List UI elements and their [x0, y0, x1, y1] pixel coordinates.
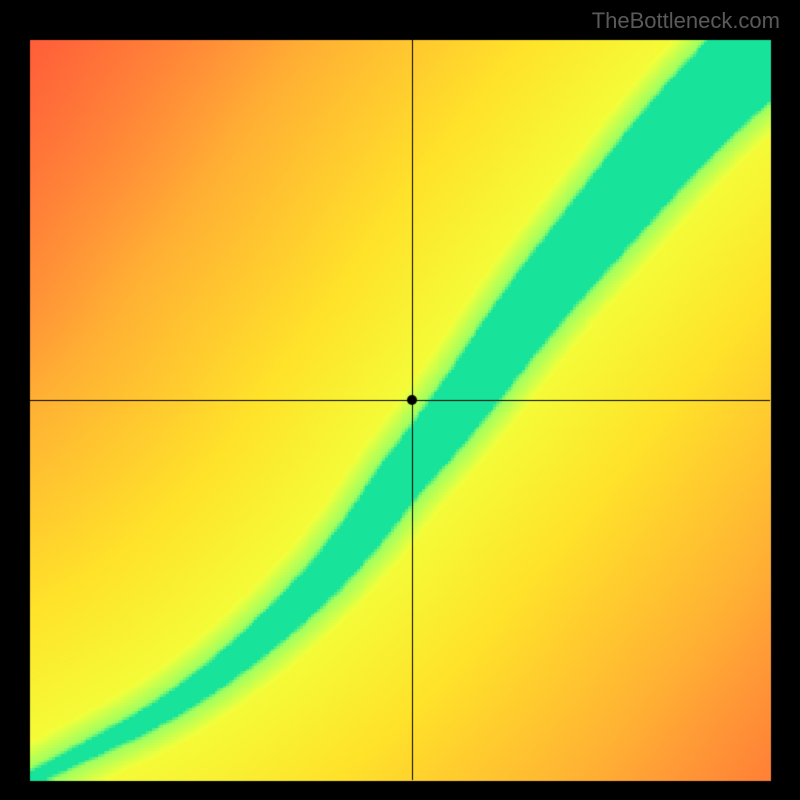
watermark-text: TheBottleneck.com — [592, 8, 780, 34]
chart-container: TheBottleneck.com — [0, 0, 800, 800]
bottleneck-heatmap — [0, 0, 800, 800]
